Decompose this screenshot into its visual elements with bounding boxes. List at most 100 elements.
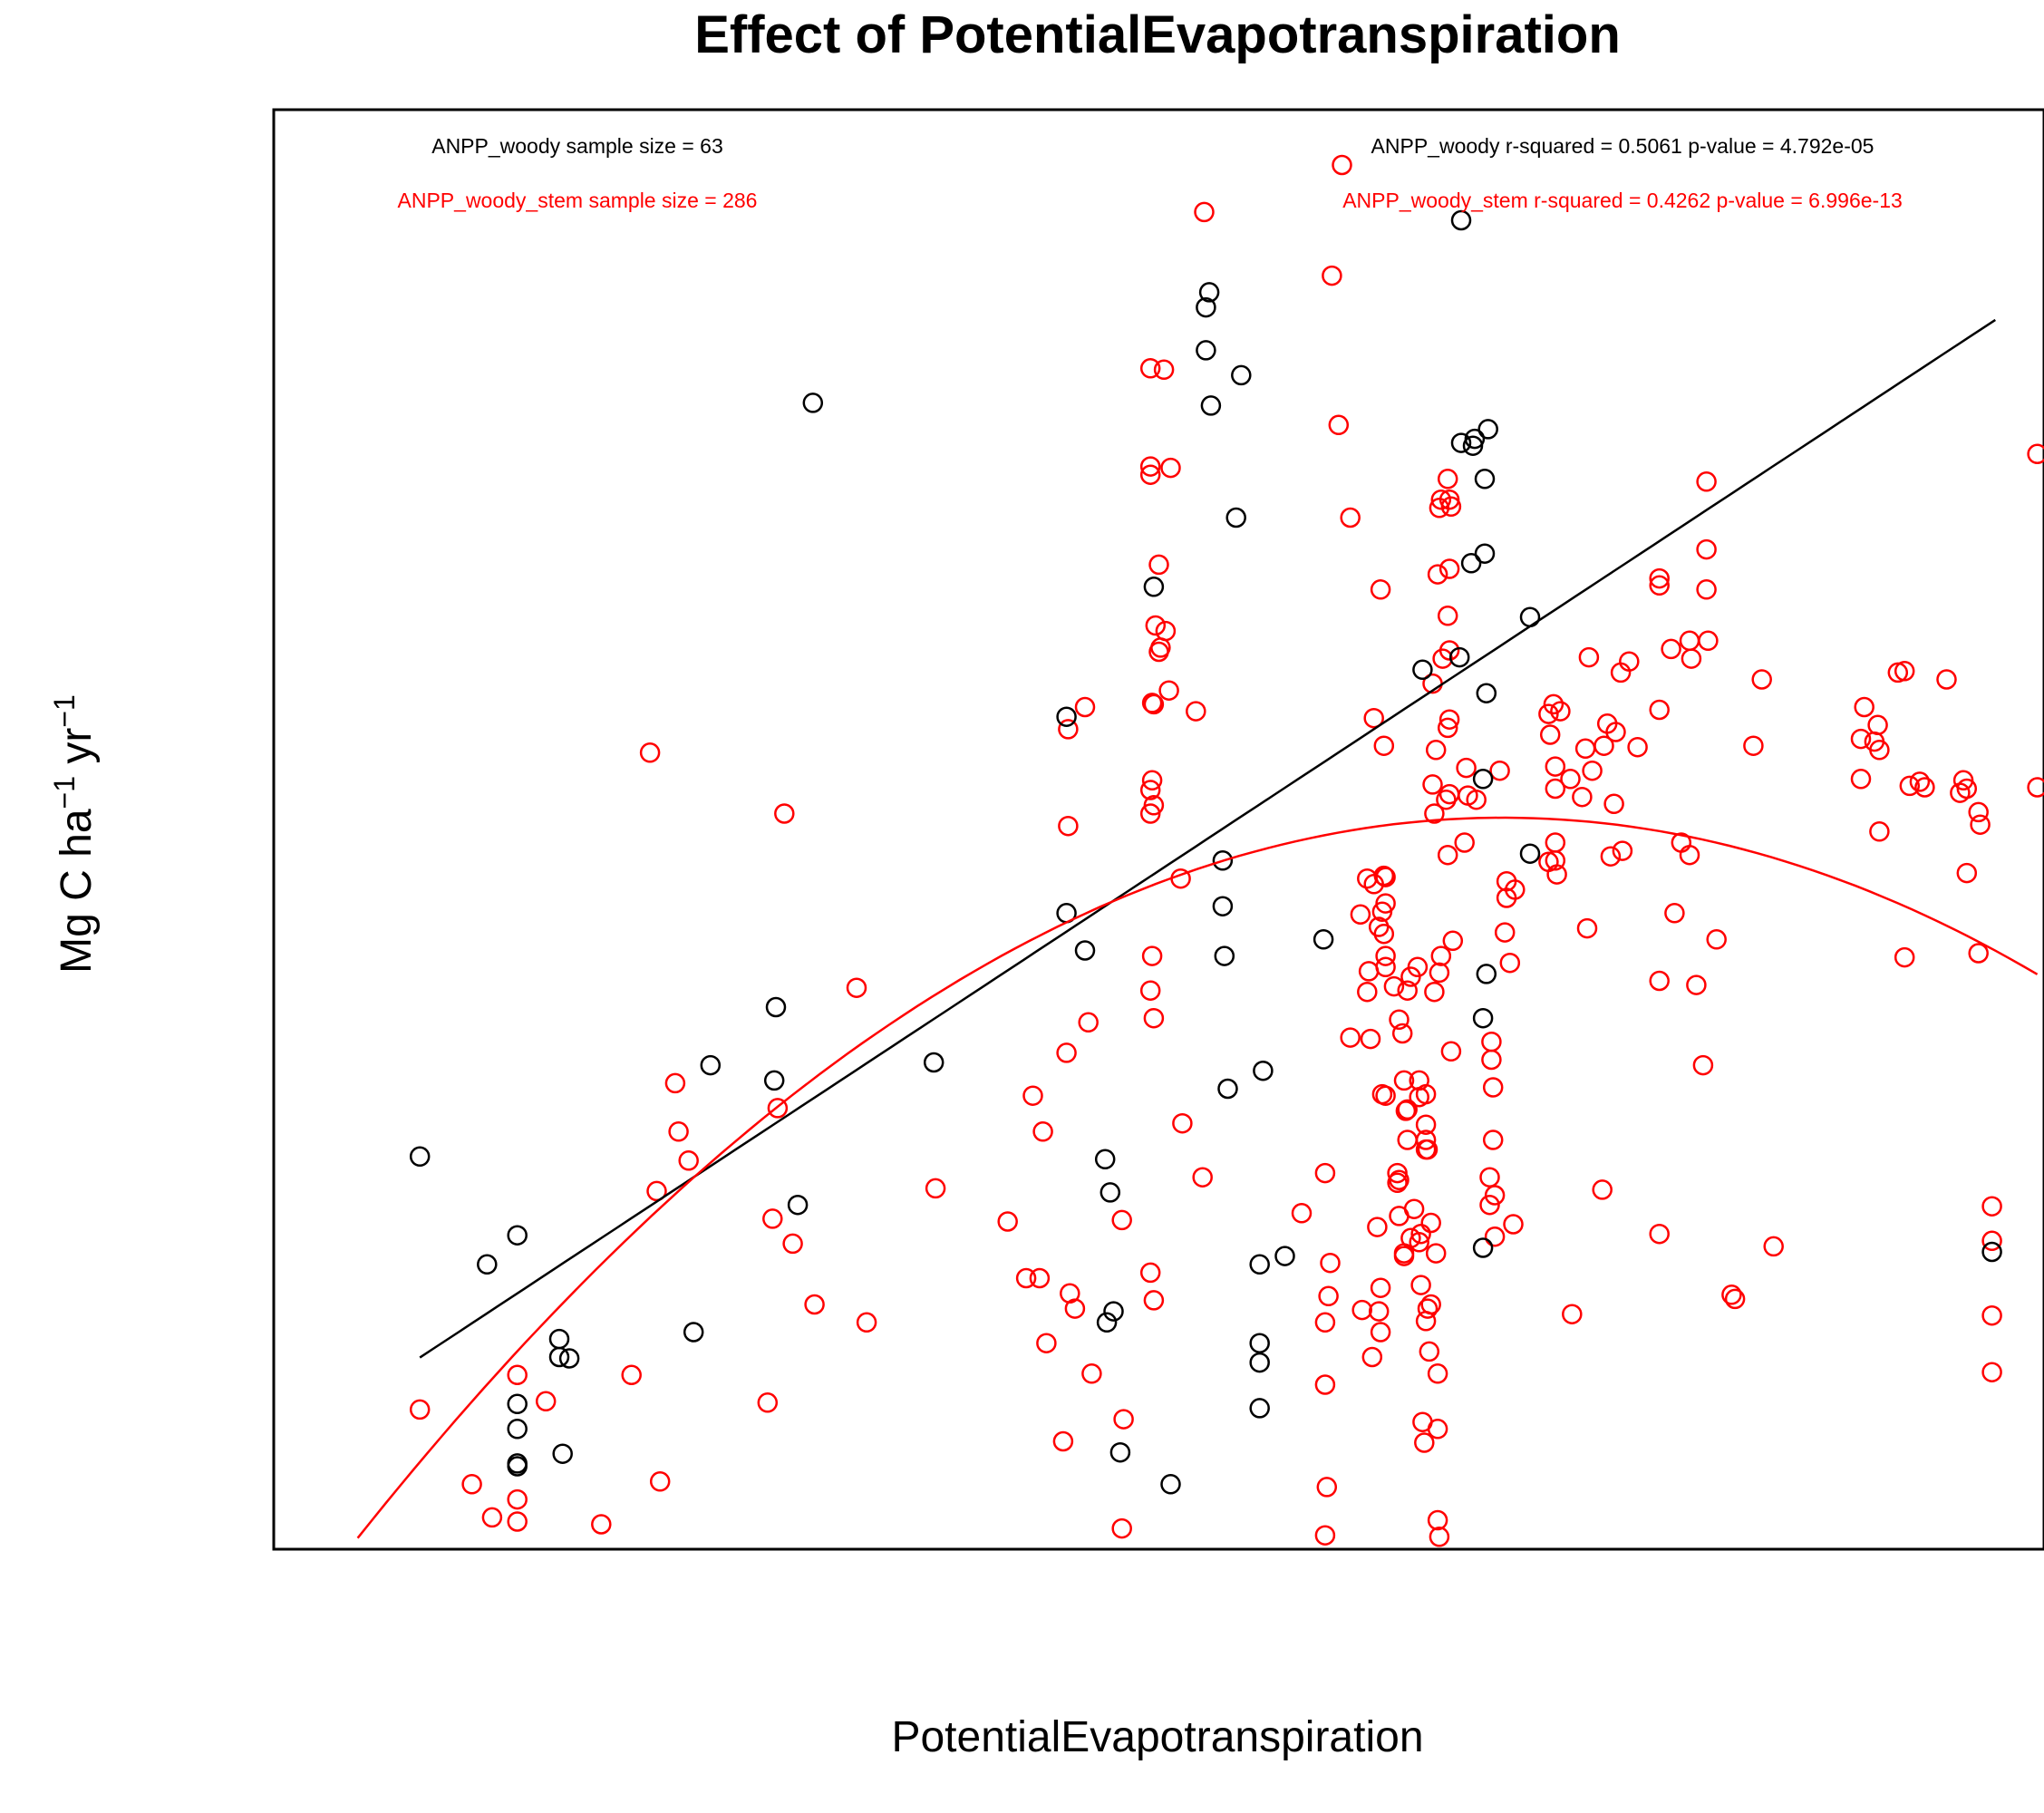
data-point — [1649, 1223, 1670, 1245]
data-point — [1721, 1285, 1742, 1305]
data-point — [1139, 980, 1161, 1001]
data-point — [1424, 803, 1445, 824]
data-point — [1649, 567, 1670, 589]
data-point — [1022, 1085, 1043, 1106]
data-point — [1696, 538, 1717, 560]
data-point — [1854, 696, 1874, 718]
data-point — [1194, 201, 1215, 223]
data-point — [1389, 1169, 1409, 1190]
data-point — [1538, 703, 1559, 724]
y-axis-label-base: Mg C ha — [53, 809, 101, 974]
data-point — [1375, 1085, 1396, 1106]
data-point — [1081, 1363, 1102, 1384]
data-point — [1550, 701, 1571, 722]
data-point — [1375, 893, 1396, 914]
data-point — [1692, 1054, 1714, 1076]
data-point — [1448, 646, 1470, 668]
data-point — [1664, 903, 1685, 924]
data-point — [1503, 1214, 1524, 1235]
data-point — [1706, 929, 1727, 950]
data-point — [1610, 662, 1632, 684]
data-point — [507, 1488, 528, 1510]
data-point — [846, 977, 867, 998]
data-point — [1332, 154, 1352, 176]
data-point — [1143, 577, 1165, 597]
data-point — [767, 1098, 789, 1119]
data-point — [1139, 780, 1161, 800]
data-point — [1417, 1298, 1439, 1319]
data-point — [1409, 1232, 1429, 1253]
data-point — [1139, 456, 1161, 477]
chart-title: Effect of PotentialEvapotranspiration — [694, 5, 1621, 64]
data-point — [1200, 395, 1222, 416]
data-point — [1850, 769, 1872, 790]
data-point — [1328, 414, 1350, 436]
data-point — [1145, 615, 1167, 636]
data-point — [1519, 606, 1541, 628]
data-point — [1340, 1027, 1361, 1048]
data-point — [507, 1419, 528, 1440]
data-point — [1545, 832, 1566, 853]
data-point — [1196, 340, 1216, 361]
data-point — [548, 1346, 570, 1368]
data-point — [1489, 760, 1510, 781]
data-point — [1196, 296, 1216, 318]
annotation-text: ANPP_woody r-squared = 0.5061 p-value = … — [1371, 134, 1874, 158]
data-point — [1763, 1236, 1784, 1257]
data-point — [1056, 1042, 1077, 1063]
data-point — [1052, 1430, 1074, 1452]
data-point — [1368, 1301, 1390, 1322]
data-point — [757, 1392, 779, 1413]
data-point — [1420, 1294, 1441, 1315]
data-point — [1373, 735, 1395, 756]
data-point — [1393, 1070, 1415, 1091]
data-point — [1981, 1230, 2002, 1252]
data-point — [1466, 789, 1487, 810]
data-point — [1649, 575, 1670, 596]
data-point — [1231, 364, 1252, 386]
data-point — [1015, 1267, 1037, 1289]
data-point — [409, 1146, 431, 1168]
data-point — [1363, 874, 1384, 895]
data-point — [1437, 469, 1458, 490]
data-point — [621, 1364, 642, 1386]
data-point — [1686, 974, 1707, 995]
data-point — [1029, 1267, 1051, 1289]
data-point — [1314, 1162, 1336, 1184]
data-point — [1212, 896, 1234, 916]
data-point — [1439, 783, 1460, 805]
data-point — [1375, 945, 1396, 966]
data-point — [1249, 1398, 1270, 1419]
data-point — [1212, 850, 1234, 871]
fit-line — [356, 816, 2039, 1539]
plot-area: ANPP_woody sample size = 63 ANPP_woody r-… — [272, 108, 2044, 1551]
data-point — [923, 1052, 945, 1073]
data-point — [1094, 1149, 1116, 1170]
data-point — [1562, 1304, 1583, 1324]
data-point — [1074, 940, 1096, 961]
annotation-text: ANPP_woody_stem r-squared = 0.4262 p-val… — [1342, 189, 1903, 212]
data-point — [1543, 693, 1564, 715]
data-point — [1415, 1083, 1437, 1105]
data-point — [1592, 1179, 1613, 1200]
data-point — [1460, 553, 1482, 574]
data-point — [1351, 1299, 1372, 1321]
data-point — [1679, 630, 1700, 652]
series-points-woody-stem — [409, 154, 2044, 1547]
data-point — [1139, 803, 1161, 824]
data-point — [1482, 1077, 1504, 1098]
data-point — [1368, 916, 1390, 937]
data-point — [1320, 1252, 1341, 1274]
data-point — [678, 1150, 699, 1171]
data-point — [1439, 558, 1460, 579]
data-point — [1393, 1246, 1415, 1266]
data-point — [762, 1208, 783, 1229]
data-point — [1111, 1209, 1132, 1231]
data-point — [1450, 432, 1472, 453]
y-axis-label-sup1: −1 — [48, 776, 81, 809]
data-point — [1474, 469, 1496, 490]
data-point — [1141, 693, 1163, 713]
data-point — [461, 1474, 482, 1495]
data-point — [1427, 1509, 1448, 1531]
